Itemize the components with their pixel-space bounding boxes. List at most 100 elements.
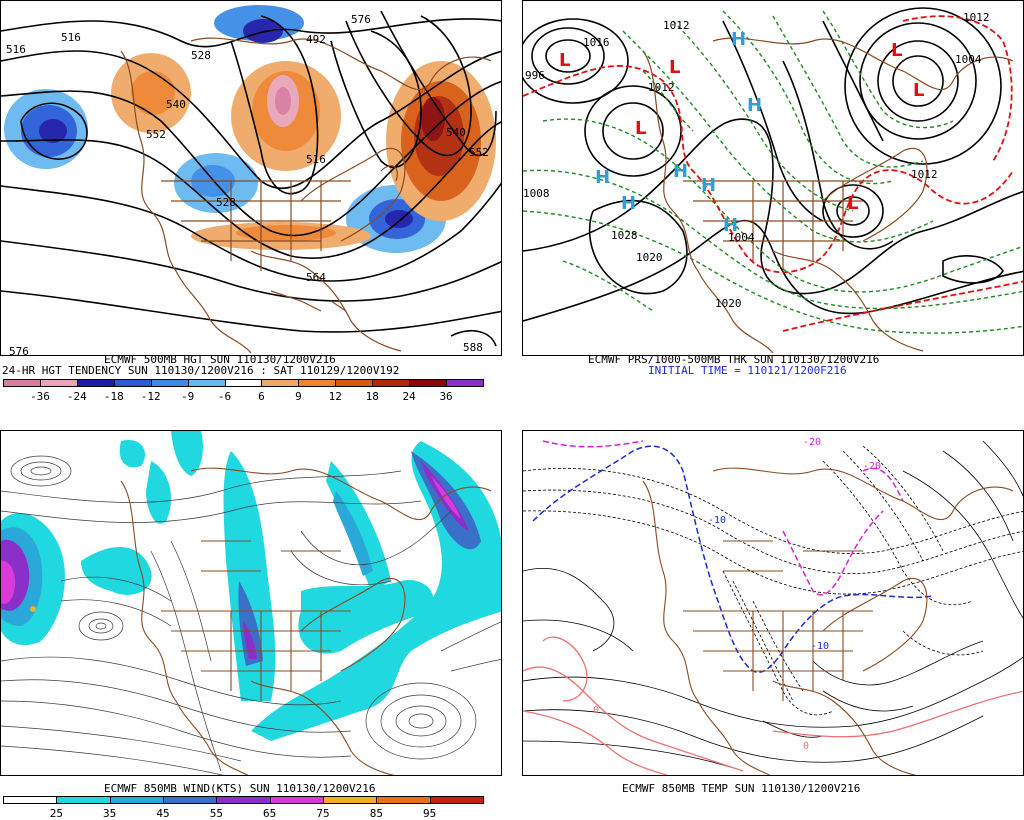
colorbar-swatch <box>56 796 111 804</box>
coastlines <box>642 467 1014 775</box>
colorbar-swatch <box>39 379 78 387</box>
high-center: H <box>723 215 738 236</box>
pressure-label: 1028 <box>611 229 638 242</box>
warm-isotherms <box>523 440 1023 772</box>
pressure-label: 1020 <box>636 251 663 264</box>
colorbar-swatch <box>429 796 484 804</box>
colorbar-label: -9 <box>180 390 195 403</box>
low-center: L <box>891 40 902 61</box>
low-center: L <box>559 50 570 71</box>
panel4-title: ECMWF 850MB TEMP SUN 110130/1200V216 <box>622 782 861 795</box>
colorbar-label: 65 <box>263 807 277 820</box>
isotherm-label: 0 <box>803 741 809 752</box>
pressure-label: 1004 <box>955 53 982 66</box>
colorbar-label: 12 <box>328 390 342 403</box>
contour-label: 552 <box>146 128 166 141</box>
high-center: H <box>731 29 746 50</box>
colorbar-swatch <box>216 796 271 804</box>
colorbar-swatch <box>224 379 263 387</box>
contour-label: 588 <box>463 341 483 354</box>
high-center: H <box>621 193 636 214</box>
isotherm-label-group: -10 -10 -20 -20 0 0 <box>593 437 881 752</box>
pressure-label: 1012 <box>648 81 675 94</box>
panel1-subtitle: 24-HR HGT TENDENCY SUN 110130/1200V216 :… <box>2 364 400 377</box>
colorbar-label: 85 <box>369 807 383 820</box>
isotherm-label: -10 <box>708 515 726 526</box>
panel3-title: ECMWF 850MB WIND(KTS) SUN 110130/1200V21… <box>104 782 376 795</box>
colorbar-label: 6 <box>258 390 265 403</box>
colorbar-swatch <box>187 379 226 387</box>
tendency-colorbar: -36 -24 -18 -12 -9 -6 6 9 12 18 24 36 <box>3 379 484 403</box>
panel-850mb-wind <box>0 430 502 776</box>
colorbar-label: 55 <box>209 807 223 820</box>
colorbar-label: 9 <box>295 390 302 403</box>
panel-500mb-height: 516 528 540 552 492 516 528 540 552 564 … <box>0 0 502 356</box>
colorbar-swatch <box>76 379 115 387</box>
colorbar-swatch <box>335 379 374 387</box>
pressure-label: 996 <box>525 69 545 82</box>
panel-pressure-thickness: 1012 1012 1016 1020 1028 1020 1012 1004 … <box>522 0 1024 356</box>
colorbar-swatch <box>372 379 411 387</box>
panel-850mb-temp: -10 -10 -20 -20 0 0 <box>522 430 1024 776</box>
low-center: L <box>635 118 646 139</box>
isotherm-label: -20 <box>863 461 881 472</box>
pressure-label: 1012 <box>911 168 938 181</box>
colorbar-label: 25 <box>49 807 63 820</box>
pressure-label: 1016 <box>583 36 610 49</box>
colorbar-swatch <box>150 379 189 387</box>
colorbar-swatch <box>446 379 484 387</box>
contour-label: 528 <box>191 49 211 62</box>
contour-label: 528 <box>216 196 236 209</box>
contour-label: 540 <box>166 98 186 111</box>
colorbar-swatch <box>376 796 431 804</box>
minus10-isotherm <box>532 445 934 673</box>
colorbar-swatch <box>113 379 152 387</box>
colorbar-swatch <box>261 379 300 387</box>
colorbar-swatch <box>409 379 448 387</box>
map-850mb-wind <box>1 431 501 775</box>
colorbar-swatch <box>298 379 337 387</box>
colorbar-label: -6 <box>217 390 232 403</box>
contour-label: 516 <box>6 43 26 56</box>
colorbar-swatch <box>163 796 218 804</box>
map-500mb-height: 516 528 540 552 492 516 528 540 552 564 … <box>1 5 501 356</box>
contour-label: 576 <box>9 345 29 356</box>
colorbar-label: 95 <box>423 807 437 820</box>
pressure-label: 1004 <box>728 231 755 244</box>
contour-label: 564 <box>306 271 326 284</box>
panel2-title: ECMWF PRS/1000-500MB THK SUN 110130/1200… <box>588 353 880 366</box>
colorbar-swatch <box>3 796 58 804</box>
cold-isotherms <box>523 445 1023 716</box>
colorbar-label: -18 <box>103 390 124 403</box>
high-center: H <box>701 175 716 196</box>
thickness-lines <box>523 10 1023 334</box>
wind-colorbar: 25 35 45 55 65 75 85 95 <box>3 796 484 820</box>
colorbar-swatch <box>269 796 324 804</box>
contour-label: 552 <box>469 146 489 159</box>
thickness-540-line <box>523 15 1023 332</box>
contour-label: 492 <box>306 33 326 46</box>
contour-label-group: 516 528 540 552 492 516 528 540 552 564 … <box>6 13 489 356</box>
colorbar-label: 18 <box>365 390 379 403</box>
pressure-label: 1012 <box>663 19 690 32</box>
colorbar-label: -24 <box>66 390 87 403</box>
high-center: H <box>673 161 688 182</box>
contour-label: 516 <box>306 153 326 166</box>
map-pressure-thickness: 1012 1012 1016 1020 1028 1020 1012 1004 … <box>523 7 1023 354</box>
colorbar-label: 45 <box>156 807 170 820</box>
zero-isotherm <box>523 636 1023 775</box>
coastlines <box>642 37 1014 354</box>
colorbar-label: -12 <box>140 390 161 403</box>
colorbar-label: 36 <box>439 390 453 403</box>
isotherm-label: 0 <box>593 705 599 716</box>
streamlines <box>1 455 501 775</box>
high-center: H <box>747 95 762 116</box>
isotherm-label: -10 <box>811 641 829 652</box>
pressure-label: 1008 <box>523 187 550 200</box>
pressure-label: 1012 <box>963 11 990 24</box>
colorbar-label: 75 <box>316 807 330 820</box>
isotherm-label: -20 <box>803 437 821 448</box>
colorbar-label: -36 <box>29 390 50 403</box>
map-850mb-temp: -10 -10 -20 -20 0 0 <box>523 437 1023 775</box>
pressure-label: 1020 <box>715 297 742 310</box>
